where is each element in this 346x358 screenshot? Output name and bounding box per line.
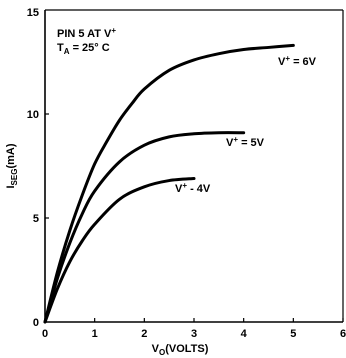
y-axis-label: ISEG(mA) <box>5 143 19 188</box>
series-line-0 <box>43 43 295 324</box>
y-tick-label: 15 <box>27 7 39 19</box>
series-label-6v: V+ = 6V <box>278 54 317 68</box>
x-tick-label: 4 <box>241 328 248 340</box>
x-tick-label: 0 <box>42 328 48 340</box>
y-tick-label: 10 <box>27 109 39 121</box>
y-tick-label: 5 <box>33 213 39 225</box>
x-tick-label: 2 <box>141 328 147 340</box>
series-line-1 <box>43 131 246 324</box>
series-line-2 <box>43 176 196 324</box>
condition-pin: PIN 5 AT V+ <box>57 26 116 40</box>
x-tick-label: 5 <box>290 328 296 340</box>
series-label-5v: V+ = 5V <box>226 135 265 149</box>
x-axis-label: VO(VOLTS) <box>152 343 209 357</box>
series-label-4v: V+ - 4V <box>175 181 211 195</box>
curves <box>43 43 295 324</box>
x-tick-label: 1 <box>92 328 98 340</box>
x-tick-label: 3 <box>191 328 197 340</box>
y-tick-label: 0 <box>33 317 39 329</box>
condition-temp: TA = 25° C <box>57 42 110 56</box>
ticks: 0 1 2 3 4 5 6 0 5 10 15 <box>27 7 346 340</box>
x-tick-label: 6 <box>340 328 346 340</box>
